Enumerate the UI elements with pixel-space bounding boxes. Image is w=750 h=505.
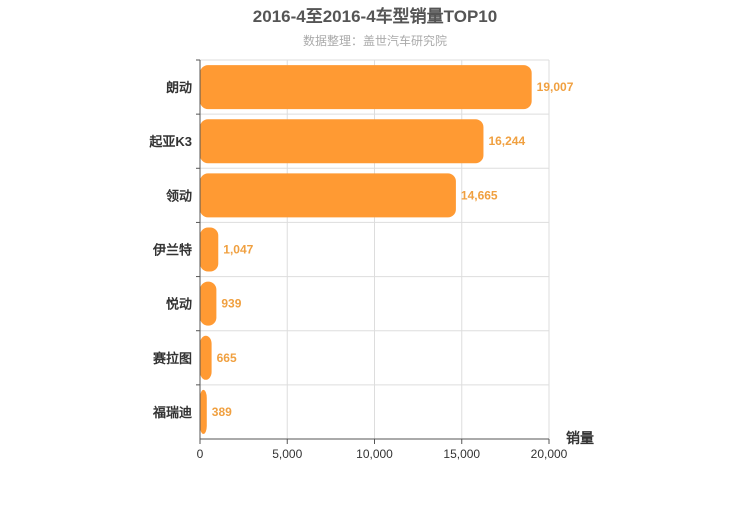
bar	[200, 65, 532, 110]
value-label: 16,244	[488, 134, 525, 148]
bar	[200, 389, 207, 434]
category-label: 领动	[166, 188, 192, 203]
x-axis-label: 销量	[566, 430, 594, 446]
chart-subtitle: 数据整理：盖世汽车研究院	[303, 33, 447, 48]
category-label: 伊兰特	[152, 243, 192, 258]
x-tick-label: 0	[197, 447, 204, 461]
chart-title: 2016-4至2016-4车型销量TOP10	[253, 6, 497, 26]
x-tick-label: 10,000	[356, 447, 393, 461]
category-label: 朗动	[166, 80, 192, 95]
axis-layer: 0 5,000 10,000 15,000 20,000	[196, 59, 568, 461]
bar	[200, 119, 484, 164]
value-label: 19,007	[537, 80, 574, 94]
value-label: 1,047	[223, 243, 253, 257]
bar	[200, 173, 456, 218]
x-tick-label: 5,000	[272, 447, 302, 461]
category-label: 起亚K3	[148, 134, 192, 149]
value-label: 939	[221, 297, 241, 311]
x-tick-label: 15,000	[443, 447, 480, 461]
x-tick-label: 20,000	[531, 447, 568, 461]
bars-layer	[200, 65, 532, 434]
category-label: 赛拉图	[152, 351, 192, 366]
bar	[200, 281, 217, 326]
value-label: 389	[212, 405, 232, 419]
bar	[200, 335, 212, 380]
category-label: 悦动	[166, 297, 192, 312]
bar	[200, 227, 219, 272]
labels-layer: 19,007 朗动 16,244 起亚K3 14,665 领动 1,047 伊兰特 939 悦动 6…	[148, 80, 573, 420]
category-label: 福瑞迪	[152, 405, 192, 420]
value-label: 665	[217, 351, 237, 365]
value-label: 14,665	[461, 188, 498, 202]
